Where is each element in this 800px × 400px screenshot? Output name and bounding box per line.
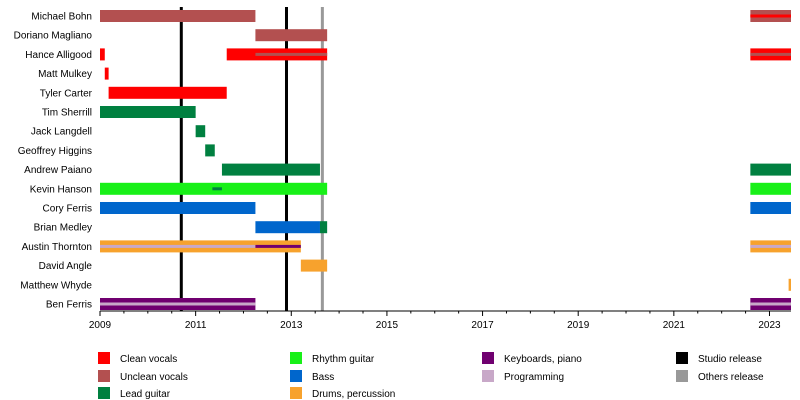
member-label: Kevin Hanson: [30, 184, 92, 195]
bar-clean-9: [104, 67, 109, 80]
member-label: Cory Ferris: [43, 204, 92, 215]
member-labels: Michael Bohn Doriano Magliano Hance Alligo…: [14, 12, 93, 311]
member-label: Brian Medley: [34, 223, 92, 234]
legend: Clean vocals Unclean vocals Lead guitar Rhy…: [98, 352, 764, 400]
legend-swatch-prog: [482, 370, 494, 382]
bar-lead-12: [195, 125, 206, 138]
member-label: Hance Alligood: [25, 50, 92, 61]
bar-bass-19: [100, 202, 256, 214]
membership-bars: [100, 10, 791, 310]
bar-drums-29: [788, 278, 791, 291]
legend-label-bass: Bass: [312, 372, 334, 383]
bar-prog-thin-33: [750, 302, 791, 306]
member-label: David Angle: [39, 261, 93, 272]
x-tick-label: 2015: [376, 320, 399, 331]
legend-label-keys: Keyboards, piano: [504, 354, 582, 365]
legend-label-clean: Clean vocals: [120, 354, 177, 365]
x-tick-label: 2021: [663, 320, 686, 331]
bar-clean-10: [108, 86, 227, 99]
member-label: Geoffrey Higgins: [18, 146, 92, 157]
bar-drums-28: [300, 259, 328, 272]
member-label: Andrew Paiano: [24, 165, 92, 176]
bar-lead-22: [319, 221, 328, 234]
legend-swatch-clean: [98, 352, 110, 364]
legend-swatch-bass: [290, 370, 302, 382]
bar-prog-thin-27: [750, 244, 791, 248]
bar-clean-thin-2: [750, 14, 791, 18]
x-tick-label: 2009: [89, 320, 112, 331]
member-label: Matthew Whyde: [20, 280, 92, 291]
bar-unclean-3: [255, 29, 328, 42]
legend-label-other: Others release: [698, 372, 764, 383]
x-tick-label: 2023: [758, 320, 781, 331]
legend-label-drums: Drums, percussion: [312, 389, 395, 400]
legend-swatch-unclean: [98, 370, 110, 382]
bar-rhythm-18: [750, 182, 791, 195]
legend-swatch-keys: [482, 352, 494, 364]
bar-clean-4: [100, 48, 105, 61]
legend-label-unclean: Unclean vocals: [120, 372, 188, 383]
member-label: Jack Langdell: [31, 127, 92, 138]
bar-lead-11: [100, 106, 196, 118]
legend-label-studio: Studio release: [698, 354, 762, 365]
bar-lead-thin-17: [212, 187, 222, 191]
x-tick-label: 2013: [280, 320, 303, 331]
bar-lead-13: [205, 144, 215, 157]
legend-swatch-drums: [290, 387, 302, 399]
legend-swatch-studio: [676, 352, 688, 364]
bar-unclean-0: [100, 10, 256, 22]
bar-prog-thin-24: [100, 244, 256, 248]
bar-lead-15: [750, 163, 791, 176]
bar-keys-thin-25: [255, 244, 301, 248]
legend-swatch-other: [676, 370, 688, 382]
legend-label-prog: Programming: [504, 372, 564, 383]
member-label: Doriano Magliano: [14, 31, 93, 42]
legend-label-lead: Lead guitar: [120, 389, 171, 400]
legend-swatch-rhythm: [290, 352, 302, 364]
member-label: Matt Mulkey: [38, 69, 92, 80]
member-label: Tyler Carter: [40, 88, 93, 99]
member-label: Tim Sherrill: [42, 108, 92, 119]
legend-swatch-lead: [98, 387, 110, 399]
bar-prog-thin-31: [100, 302, 256, 306]
x-tick-label: 2011: [185, 320, 207, 331]
x-axis: 2009 2011 2013 2015 2017 2019 2021 2023: [89, 310, 791, 331]
legend-label-rhythm: Rhythm guitar: [312, 354, 375, 365]
bar-unclean-thin-6: [255, 52, 328, 56]
bar-lead-14: [221, 163, 320, 176]
member-label: Michael Bohn: [31, 12, 92, 23]
x-tick-label: 2019: [567, 320, 590, 331]
member-label: Austin Thornton: [22, 242, 92, 253]
bar-bass-21: [255, 221, 320, 234]
bar-bass-20: [750, 202, 791, 214]
x-tick-label: 2017: [471, 320, 494, 331]
bar-unclean-thin-8: [750, 52, 791, 56]
member-label: Ben Ferris: [46, 300, 92, 311]
